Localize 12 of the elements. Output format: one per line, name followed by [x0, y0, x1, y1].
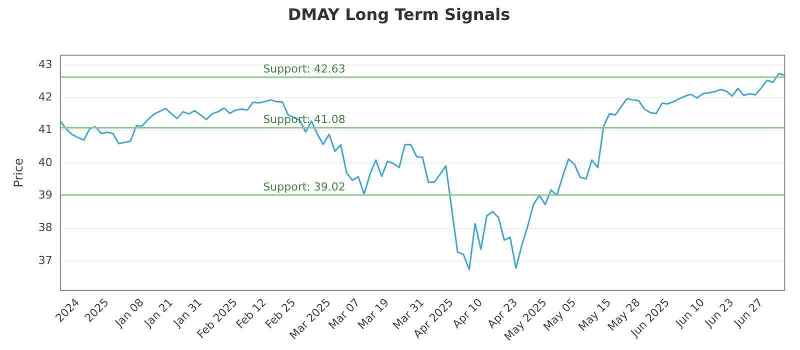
y-tick-label: 37 — [38, 254, 52, 267]
ref-line-label: Support: 42.63 — [263, 62, 346, 76]
y-tick-label: 43 — [38, 58, 52, 71]
y-tick-label: 39 — [38, 188, 52, 202]
y-tick-label: 42 — [38, 90, 52, 104]
ref-line-label: Support: 39.02 — [263, 180, 346, 194]
y-tick-label: 41 — [38, 123, 52, 136]
chart-title: DMAY Long Term Signals — [288, 4, 510, 24]
y-tick-label: 40 — [38, 156, 52, 169]
y-axis-title: Price — [11, 158, 26, 188]
x-tick-label: Jun 27 — [731, 296, 766, 330]
y-tick-label: 38 — [38, 221, 52, 234]
